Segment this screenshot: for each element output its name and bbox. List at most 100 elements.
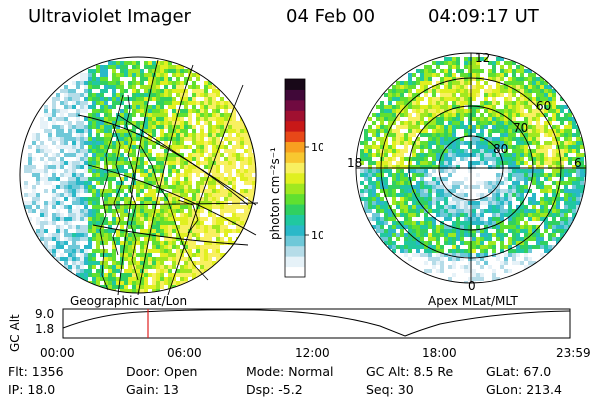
auroral-pixel	[144, 213, 148, 217]
auroral-pixel	[156, 189, 160, 193]
auroral-pixel	[460, 257, 464, 261]
auroral-pixel	[232, 137, 236, 141]
auroral-pixel	[132, 161, 136, 165]
auroral-pixel	[500, 137, 504, 141]
auroral-pixel	[188, 261, 192, 265]
auroral-pixel	[80, 229, 84, 233]
auroral-pixel	[104, 209, 108, 213]
auroral-pixel	[180, 73, 184, 77]
auroral-pixel	[556, 245, 560, 249]
auroral-pixel	[372, 205, 376, 209]
auroral-pixel	[488, 69, 492, 73]
auroral-pixel	[468, 133, 472, 137]
auroral-pixel	[400, 213, 404, 217]
auroral-pixel	[388, 129, 392, 133]
auroral-pixel	[72, 249, 76, 253]
auroral-pixel	[192, 141, 196, 145]
auroral-pixel	[540, 189, 544, 193]
auroral-pixel	[128, 221, 132, 225]
auroral-pixel	[544, 189, 548, 193]
auroral-pixel	[392, 141, 396, 145]
auroral-pixel	[460, 281, 464, 283]
auroral-pixel	[440, 133, 444, 137]
auroral-pixel	[420, 221, 424, 225]
auroral-pixel	[112, 97, 116, 101]
auroral-pixel	[384, 125, 388, 129]
auroral-pixel	[472, 205, 476, 209]
auroral-pixel	[512, 145, 516, 149]
auroral-pixel	[524, 129, 528, 133]
auroral-pixel	[96, 141, 100, 145]
auroral-pixel	[52, 121, 56, 125]
auroral-pixel	[104, 97, 108, 101]
auroral-pixel	[196, 197, 200, 201]
auroral-pixel	[548, 129, 552, 133]
auroral-pixel	[156, 217, 160, 221]
auroral-pixel	[56, 97, 60, 101]
auroral-pixel	[116, 85, 120, 89]
auroral-pixel	[440, 121, 444, 125]
auroral-pixel	[184, 97, 188, 101]
auroral-pixel	[76, 125, 80, 129]
auroral-pixel	[396, 81, 400, 85]
auroral-pixel	[424, 121, 428, 125]
auroral-pixel	[24, 173, 28, 177]
auroral-pixel	[228, 229, 232, 233]
auroral-pixel	[392, 245, 396, 249]
auroral-pixel	[152, 61, 156, 65]
auroral-pixel	[396, 165, 400, 169]
auroral-pixel	[468, 81, 472, 85]
auroral-pixel	[140, 241, 144, 245]
auroral-pixel	[508, 269, 512, 273]
auroral-pixel	[456, 197, 460, 201]
auroral-pixel	[128, 213, 132, 217]
color-scale-cell	[285, 110, 305, 122]
color-scale-cell	[285, 99, 305, 111]
auroral-pixel	[96, 277, 100, 281]
auroral-pixel	[252, 181, 256, 185]
auroral-pixel	[512, 117, 516, 121]
auroral-pixel	[464, 73, 468, 77]
auroral-pixel	[192, 165, 196, 169]
auroral-pixel	[180, 113, 184, 117]
auroral-pixel	[508, 261, 512, 265]
auroral-pixel	[552, 169, 556, 173]
auroral-pixel	[488, 73, 492, 77]
auroral-pixel	[156, 69, 160, 73]
auroral-pixel	[56, 201, 60, 205]
auroral-pixel	[464, 229, 468, 233]
auroral-pixel	[496, 101, 500, 105]
auroral-pixel	[476, 145, 480, 149]
auroral-pixel	[104, 265, 108, 269]
auroral-pixel	[376, 217, 380, 221]
auroral-pixel	[440, 173, 444, 177]
auroral-pixel	[164, 281, 168, 285]
auroral-pixel	[92, 101, 96, 105]
auroral-pixel	[252, 161, 256, 165]
auroral-pixel	[60, 173, 64, 177]
auroral-pixel	[512, 81, 516, 85]
auroral-pixel	[96, 261, 100, 265]
auroral-pixel	[100, 217, 104, 221]
auroral-pixel	[236, 153, 240, 157]
auroral-pixel	[456, 165, 460, 169]
auroral-pixel	[172, 73, 176, 77]
auroral-pixel	[520, 69, 524, 73]
auroral-pixel	[492, 73, 496, 77]
auroral-pixel	[96, 225, 100, 229]
auroral-pixel	[160, 161, 164, 165]
auroral-pixel	[228, 121, 232, 125]
auroral-pixel	[200, 185, 204, 189]
auroral-pixel	[496, 181, 500, 185]
auroral-pixel	[552, 213, 556, 217]
auroral-pixel	[492, 193, 496, 197]
auroral-pixel	[416, 261, 420, 265]
auroral-pixel	[416, 253, 420, 257]
auroral-pixel	[184, 121, 188, 125]
timeline-xtick: 12:00	[295, 346, 330, 360]
auroral-pixel	[56, 229, 60, 233]
status-door: Door: Open	[126, 364, 197, 379]
auroral-pixel	[156, 225, 160, 229]
auroral-pixel	[124, 273, 128, 277]
auroral-pixel	[360, 157, 364, 161]
